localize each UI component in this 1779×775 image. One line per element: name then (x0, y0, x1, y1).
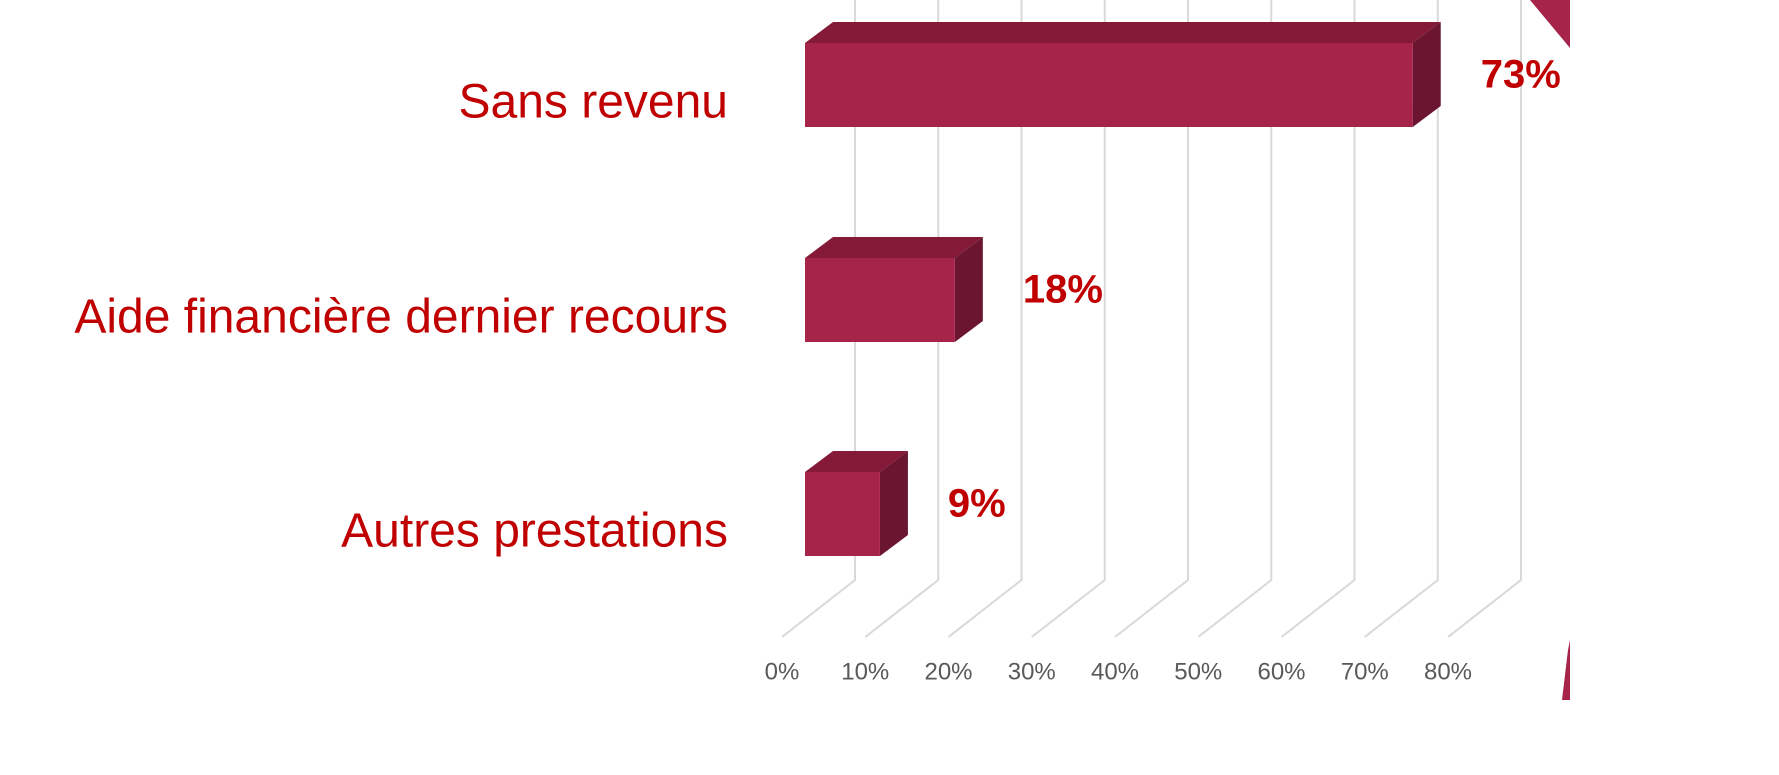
x-tick-label: 10% (841, 658, 889, 685)
bar-face (805, 258, 955, 342)
grid-line (1280, 0, 1356, 638)
bar-face (805, 43, 1413, 127)
grid-line (781, 0, 856, 638)
grid-line (864, 0, 940, 638)
bar-face (805, 472, 880, 556)
bar (805, 237, 983, 342)
x-tick-label: 70% (1341, 658, 1389, 685)
bar-face (879, 451, 908, 556)
grid-line (1031, 0, 1106, 638)
category-label: Aide financière dernier recours (74, 291, 728, 344)
decoration (1530, 0, 1570, 48)
grid-line (947, 0, 1023, 638)
x-tick-label: 0% (765, 658, 800, 685)
grid-line (1364, 0, 1439, 638)
x-tick-label: 60% (1257, 658, 1305, 685)
grid-line (1197, 0, 1273, 638)
x-tick-label: 50% (1174, 658, 1222, 685)
grid-line (1114, 0, 1189, 638)
bar-face (805, 451, 908, 472)
bar (805, 451, 908, 556)
x-tick-label: 20% (924, 658, 972, 685)
decoration (1562, 640, 1570, 700)
bar-face (954, 237, 983, 342)
value-label: 73% (1481, 53, 1561, 97)
bar (805, 22, 1441, 127)
x-tick-label: 30% (1008, 658, 1056, 685)
bar-face (1412, 22, 1441, 127)
category-label: Sans revenu (458, 76, 728, 129)
bar-face (805, 22, 1441, 43)
category-label: Autres prestations (341, 505, 728, 558)
x-tick-label: 40% (1091, 658, 1139, 685)
grid-line (1447, 0, 1522, 638)
x-tick-label: 80% (1424, 658, 1472, 685)
value-label: 18% (1023, 268, 1103, 312)
value-label: 9% (948, 482, 1006, 526)
bar-face (805, 237, 983, 258)
